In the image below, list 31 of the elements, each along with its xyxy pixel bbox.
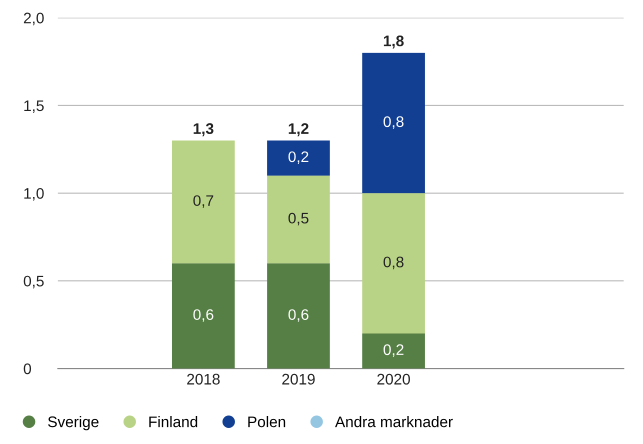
y-tick-label: 2,0 [24, 12, 44, 26]
total-label: 1,8 [384, 35, 404, 49]
legend-label: Finland [149, 416, 198, 428]
data-label: 0,2 [384, 344, 404, 357]
data-label: 0,6 [193, 309, 214, 322]
y-tick-label: 1,0 [24, 188, 44, 201]
y-tick-label: 0,5 [24, 276, 44, 288]
y-tick-label: 0 [24, 363, 32, 374]
y-tick-label: 1,5 [24, 100, 44, 113]
bar [172, 140, 235, 264]
bar [267, 140, 330, 176]
data-label: 0,6 [288, 309, 308, 322]
data-label: 0,2 [288, 151, 308, 164]
bar [267, 176, 330, 264]
legend-label: Polen [248, 416, 286, 428]
x-tick-label: 2018 [187, 374, 220, 385]
x-tick-label: 2019 [282, 374, 315, 385]
bar [362, 52, 425, 194]
total-label: 1,3 [194, 123, 214, 136]
data-label: 0,8 [384, 116, 404, 129]
legend-label: Andra marknader [335, 416, 453, 428]
data-label: 0,5 [288, 212, 308, 226]
legend-label: Sverige [48, 416, 98, 430]
x-tick-label: 2020 [377, 374, 410, 385]
total-label: 1,2 [288, 123, 308, 136]
bar [362, 193, 425, 334]
data-label: 0,7 [193, 195, 214, 208]
bar [267, 263, 330, 369]
bar [362, 333, 425, 369]
bar [172, 263, 235, 369]
data-label: 0,8 [384, 256, 404, 270]
